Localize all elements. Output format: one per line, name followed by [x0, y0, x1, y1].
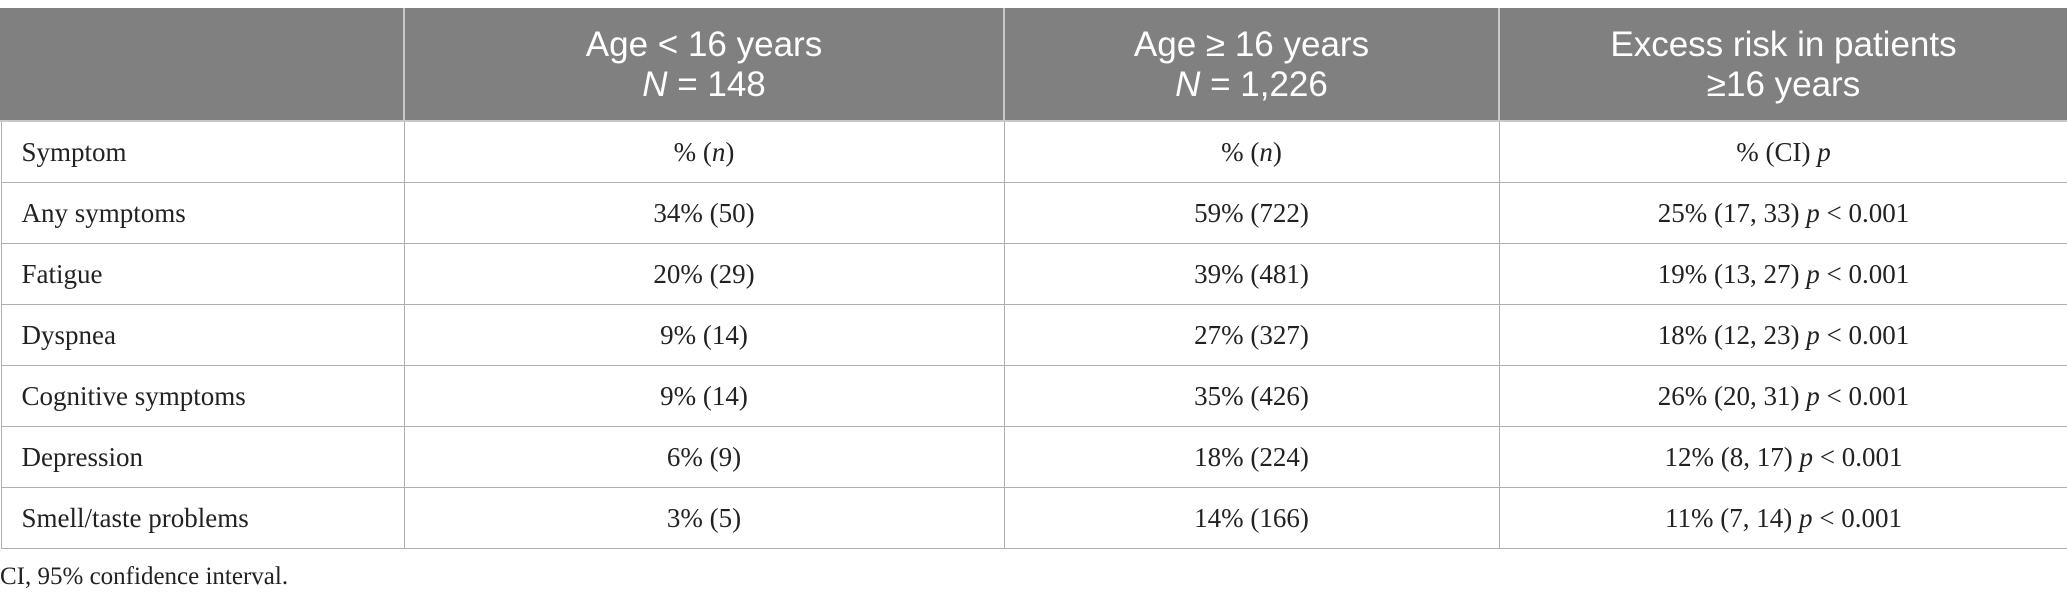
subheader-excess-text: % (CI) [1736, 136, 1818, 167]
row-p-label: p [1806, 319, 1820, 350]
row-under-16-value: 9% (14) [403, 365, 1005, 427]
row-p-label: p [1806, 380, 1820, 411]
table-header: Age < 16 years N = 148 Age ≥ 16 years N … [0, 8, 2067, 122]
header-excess-risk-line2: ≥16 years [1706, 65, 1861, 104]
row-excess-text: 12% (8, 17) [1664, 441, 1800, 472]
header-cell-empty [0, 8, 405, 122]
row-p-label: p [1799, 441, 1814, 472]
row-excess-text: 19% (13, 27) [1657, 258, 1807, 289]
header-over-16-n-value: = 1,226 [1200, 65, 1328, 104]
header-under-16-n: N = 148 [405, 65, 1003, 105]
row-symptom-label: Depression [0, 426, 405, 488]
subheader-over-16-close: ) [1272, 136, 1282, 167]
row-under-16-value: 3% (5) [403, 487, 1005, 549]
subheader-over-16-n: n [1259, 136, 1273, 167]
header-cell-under-16: Age < 16 years N = 148 [403, 8, 1005, 122]
row-symptom-label: Dyspnea [0, 304, 405, 366]
table-body: Symptom % (n) % (n) % (CI) p Any symptom… [0, 120, 2067, 549]
row-p-value: < 0.001 [1813, 441, 1903, 472]
header-over-16-label: Age ≥ 16 years [1133, 25, 1370, 64]
table-row: Fatigue 20% (29) 39% (481) 19% (13, 27) … [0, 243, 2067, 305]
row-symptom-label: Smell/taste problems [0, 487, 405, 549]
row-excess-risk-value: 11% (7, 14) p < 0.001 [1498, 487, 2067, 549]
table-row: Cognitive symptoms 9% (14) 35% (426) 26%… [0, 365, 2067, 427]
symptom-table-container: Age < 16 years N = 148 Age ≥ 16 years N … [0, 8, 2067, 549]
row-over-16-value: 18% (224) [1003, 426, 1500, 488]
row-p-label: p [1806, 258, 1820, 289]
subheader-excess-risk: % (CI) p [1498, 120, 2067, 183]
header-over-16-n-label: N [1175, 65, 1201, 104]
row-excess-text: 25% (17, 33) [1657, 197, 1807, 228]
subheader-row: Symptom % (n) % (n) % (CI) p [0, 120, 2067, 183]
row-excess-risk-value: 12% (8, 17) p < 0.001 [1498, 426, 2067, 488]
table-footnote: CI, 95% confidence interval. [0, 563, 289, 590]
row-symptom-label: Fatigue [0, 243, 405, 305]
subheader-over-16-pct: % ( [1221, 136, 1260, 167]
row-p-label: p [1806, 197, 1820, 228]
subheader-under-16-n: n [711, 136, 726, 167]
subheader-excess-p: p [1817, 136, 1831, 167]
row-excess-risk-value: 26% (20, 31) p < 0.001 [1498, 365, 2067, 427]
row-p-value: < 0.001 [1819, 258, 1910, 289]
row-excess-text: 11% (7, 14) [1665, 502, 1799, 533]
header-row: Age < 16 years N = 148 Age ≥ 16 years N … [0, 8, 2067, 122]
subheader-under-16: % (n) [403, 120, 1005, 183]
row-under-16-value: 34% (50) [403, 182, 1005, 244]
row-over-16-value: 14% (166) [1003, 487, 1500, 549]
row-excess-risk-value: 19% (13, 27) p < 0.001 [1498, 243, 2067, 305]
table-row: Smell/taste problems 3% (5) 14% (166) 11… [0, 487, 2067, 549]
row-under-16-value: 20% (29) [403, 243, 1005, 305]
subheader-symptom: Symptom [0, 120, 405, 183]
header-cell-excess-risk: Excess risk in patients ≥16 years [1498, 8, 2067, 122]
row-over-16-value: 59% (722) [1003, 182, 1500, 244]
header-cell-over-16: Age ≥ 16 years N = 1,226 [1003, 8, 1500, 122]
subheader-under-16-close: ) [725, 136, 735, 167]
subheader-under-16-pct: % ( [673, 136, 712, 167]
subheader-over-16: % (n) [1003, 120, 1500, 183]
row-p-value: < 0.001 [1819, 380, 1910, 411]
row-p-label: p [1799, 502, 1813, 533]
row-symptom-label: Any symptoms [0, 182, 405, 244]
row-over-16-value: 27% (327) [1003, 304, 1500, 366]
header-under-16-n-label: N [642, 65, 668, 104]
row-under-16-value: 9% (14) [403, 304, 1005, 366]
header-excess-risk-line1: Excess risk in patients [1610, 25, 1957, 64]
table-row: Depression 6% (9) 18% (224) 12% (8, 17) … [0, 426, 2067, 488]
row-excess-risk-value: 18% (12, 23) p < 0.001 [1498, 304, 2067, 366]
row-excess-text: 26% (20, 31) [1657, 380, 1807, 411]
table-row: Any symptoms 34% (50) 59% (722) 25% (17,… [0, 182, 2067, 244]
table-row: Dyspnea 9% (14) 27% (327) 18% (12, 23) p… [0, 304, 2067, 366]
row-p-value: < 0.001 [1819, 319, 1910, 350]
row-excess-text: 18% (12, 23) [1657, 319, 1807, 350]
header-under-16-label: Age < 16 years [585, 25, 823, 64]
row-excess-risk-value: 25% (17, 33) p < 0.001 [1498, 182, 2067, 244]
row-over-16-value: 35% (426) [1003, 365, 1500, 427]
symptom-table: Age < 16 years N = 148 Age ≥ 16 years N … [0, 8, 2067, 549]
header-over-16-n: N = 1,226 [1005, 65, 1498, 105]
row-p-value: < 0.001 [1819, 197, 1910, 228]
row-symptom-label: Cognitive symptoms [0, 365, 405, 427]
row-p-value: < 0.001 [1812, 502, 1902, 533]
row-over-16-value: 39% (481) [1003, 243, 1500, 305]
header-under-16-n-value: = 148 [667, 65, 766, 104]
row-under-16-value: 6% (9) [403, 426, 1005, 488]
